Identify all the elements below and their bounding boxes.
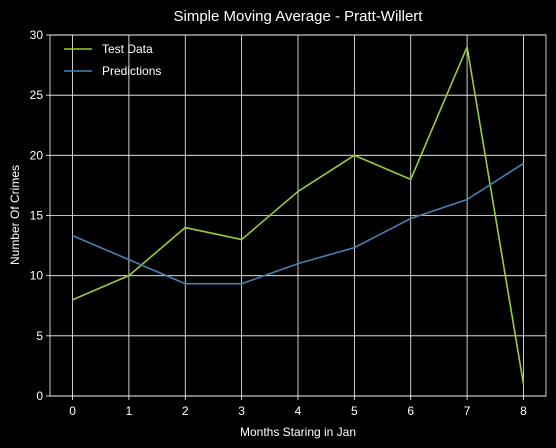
series-layer <box>72 46 525 385</box>
x-tick-label: 2 <box>182 404 189 418</box>
x-tick-label: 0 <box>69 404 76 418</box>
grid-lines <box>50 34 546 397</box>
x-tick-labels: 0 1 2 3 4 5 6 7 8 <box>69 404 527 418</box>
x-tick-label: 1 <box>126 404 133 418</box>
y-axis-label: Number Of Crimes <box>8 165 22 265</box>
plot-frame <box>49 34 547 397</box>
legend-label-predictions: Predictions <box>102 64 161 78</box>
y-tick-label: 20 <box>30 148 44 162</box>
x-tick-label: 5 <box>351 404 358 418</box>
legend: Test Data Predictions <box>64 42 161 78</box>
x-tick-label: 7 <box>464 404 471 418</box>
y-tick-label: 25 <box>30 88 44 102</box>
x-tick-label: 6 <box>407 404 414 418</box>
chart-title: Simple Moving Average - Pratt-Willert <box>174 8 424 25</box>
legend-label-test-data: Test Data <box>102 42 153 56</box>
y-tick-label: 15 <box>30 209 44 223</box>
y-tick-labels: 0 5 10 15 20 25 30 <box>30 28 44 403</box>
y-tick-label: 0 <box>36 389 43 403</box>
x-tick-label: 4 <box>295 404 302 418</box>
x-tick-label: 8 <box>520 404 527 418</box>
series-line-predictions <box>72 162 524 285</box>
axes <box>46 34 547 400</box>
x-axis-label: Months Staring in Jan <box>240 425 356 439</box>
y-tick-label: 5 <box>36 329 43 343</box>
y-tick-label: 10 <box>30 269 44 283</box>
y-tick-label: 30 <box>30 28 44 42</box>
series-line-test-data <box>72 46 525 385</box>
x-tick-label: 3 <box>238 404 245 418</box>
